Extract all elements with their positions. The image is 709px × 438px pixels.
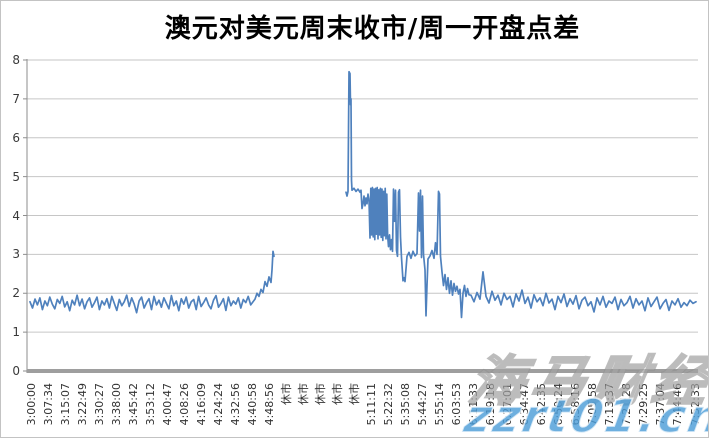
series-line-run-0 [29,250,275,314]
series-line-run-1 [345,70,697,319]
y-tick-label-8: 8 [12,53,20,67]
y-tick-label-3: 3 [12,247,20,262]
y-tick-label-2: 2 [12,286,20,301]
y-tick-label-6: 6 [12,130,20,145]
chart-title: 澳元对美元周末收市/周一开盘点差 [164,14,581,44]
y-tick-label-4: 4 [12,208,20,223]
x-axis-band [27,369,698,373]
y-tick-label-0: 0 [12,364,20,378]
y-tick-label-1: 1 [12,325,20,340]
y-tick-label-5: 5 [12,169,20,184]
y-tick-label-7: 7 [12,91,20,106]
x-tick-label-39: 7:52:33 [688,383,702,426]
